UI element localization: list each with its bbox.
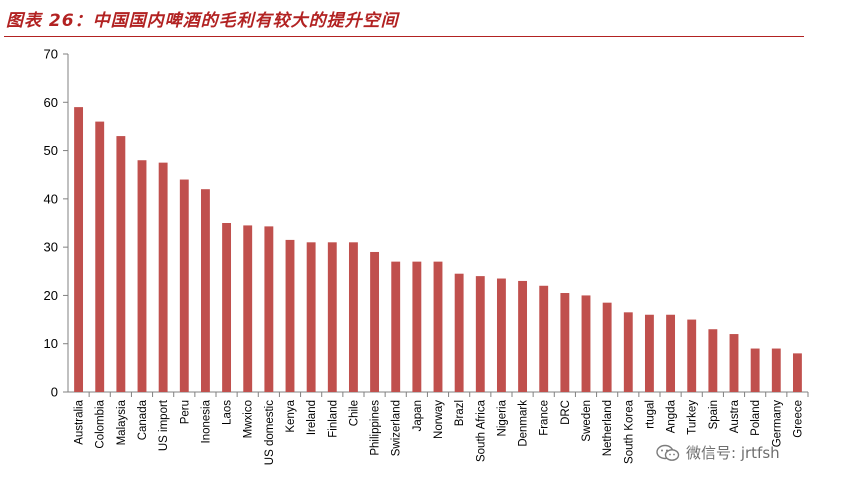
x-tick-label: US domestic [264, 400, 276, 465]
bar-brazl [454, 273, 464, 392]
x-tick-label: Swizerland [391, 400, 403, 456]
x-tick-label: Philippines [370, 400, 382, 456]
y-tick-label: 20 [44, 288, 58, 303]
x-tick-label: rtugal [644, 400, 656, 429]
y-tick-label: 10 [44, 336, 58, 351]
x-tick-label: Chile [348, 400, 360, 426]
bar-japan [412, 261, 422, 392]
x-tick-label: Poland [750, 400, 762, 436]
bar-norway [433, 261, 443, 392]
bar-us-import [158, 162, 168, 392]
watermark: 微信号: jrtfsh [656, 442, 780, 463]
x-tick-label: Brazl [454, 400, 466, 426]
bar-mwxico [243, 225, 253, 392]
bar-greece [792, 353, 802, 392]
x-tick-label: Japan [412, 400, 424, 431]
x-tick-label: Spain [708, 400, 720, 429]
x-tick-label: Denmark [518, 400, 530, 447]
x-tick-label: Malaysia [116, 399, 128, 445]
x-tick-label: Kenya [285, 399, 297, 432]
x-tick-label: South Africa [475, 399, 487, 462]
x-tick-label: Norway [433, 400, 445, 439]
y-tick-label: 70 [44, 47, 58, 62]
bar-netherland [602, 302, 612, 392]
bar-canada [137, 160, 147, 392]
x-tick-label: Inonesia [200, 399, 212, 443]
bar-kenya [285, 239, 295, 392]
x-tick-label: Laos [222, 400, 234, 425]
bar-chile [348, 242, 358, 392]
bar-colombia [95, 121, 105, 392]
x-tick-label: Finland [327, 400, 339, 438]
bar-south-africa [475, 276, 485, 392]
bar-finland [327, 242, 337, 392]
x-tick-label: DRC [560, 400, 572, 425]
wechat-icon [656, 444, 680, 462]
x-tick-label: Canada [137, 399, 149, 440]
bar-sweden [581, 295, 591, 392]
bar-ireland [306, 242, 316, 392]
bar-austra [729, 334, 739, 392]
bar-turkey [687, 319, 697, 392]
x-tick-label: Sweden [581, 400, 593, 442]
x-tick-label: Nigeria [496, 399, 508, 436]
bar-us-domestic [264, 226, 274, 392]
bar-laos [222, 223, 232, 392]
x-tick-label: Ireland [306, 400, 318, 435]
y-tick-label: 0 [51, 385, 58, 400]
bar-poland [750, 348, 760, 392]
watermark-text: 微信号: jrtfsh [686, 444, 780, 462]
x-tick-label: Germany [771, 400, 783, 448]
x-tick-label: Australia [74, 399, 86, 444]
title-rule [4, 36, 804, 37]
bar-philippines [370, 251, 380, 392]
bar-angda [666, 314, 676, 392]
x-tick-label: Mwxico [243, 400, 255, 438]
y-tick-label: 40 [44, 191, 58, 206]
x-tick-label: Netherland [602, 400, 614, 456]
bar-spain [708, 329, 718, 392]
x-tick-label: Peru [179, 400, 191, 424]
y-tick-label: 60 [44, 95, 58, 110]
bar-nigeria [496, 278, 506, 392]
bar-france [539, 285, 549, 392]
chart-title: 图表 26：中国国内啤酒的毛利有较大的提升空间 [6, 11, 399, 31]
x-tick-label: Colombia [95, 399, 107, 448]
x-tick-label: France [539, 400, 551, 436]
x-tick-label: Turkey [687, 400, 699, 435]
x-tick-label: South Korea [623, 399, 635, 464]
bar-rtugal [644, 314, 654, 392]
bar-inonesia [200, 189, 210, 392]
bar-peru [179, 179, 189, 392]
y-tick-label: 30 [44, 240, 58, 255]
bar-germany [771, 348, 781, 392]
bar-swizerland [391, 261, 401, 392]
bar-australia [74, 107, 84, 392]
bar-denmark [518, 280, 528, 392]
y-tick-label: 50 [44, 143, 58, 158]
bar-drc [560, 293, 570, 392]
x-tick-label: US import [158, 399, 170, 451]
x-tick-label: Angda [666, 399, 678, 433]
bar-south-korea [623, 312, 633, 392]
bar-malaysia [116, 136, 126, 392]
x-tick-label: Greece [792, 400, 804, 438]
x-tick-label: Austra [729, 399, 741, 433]
